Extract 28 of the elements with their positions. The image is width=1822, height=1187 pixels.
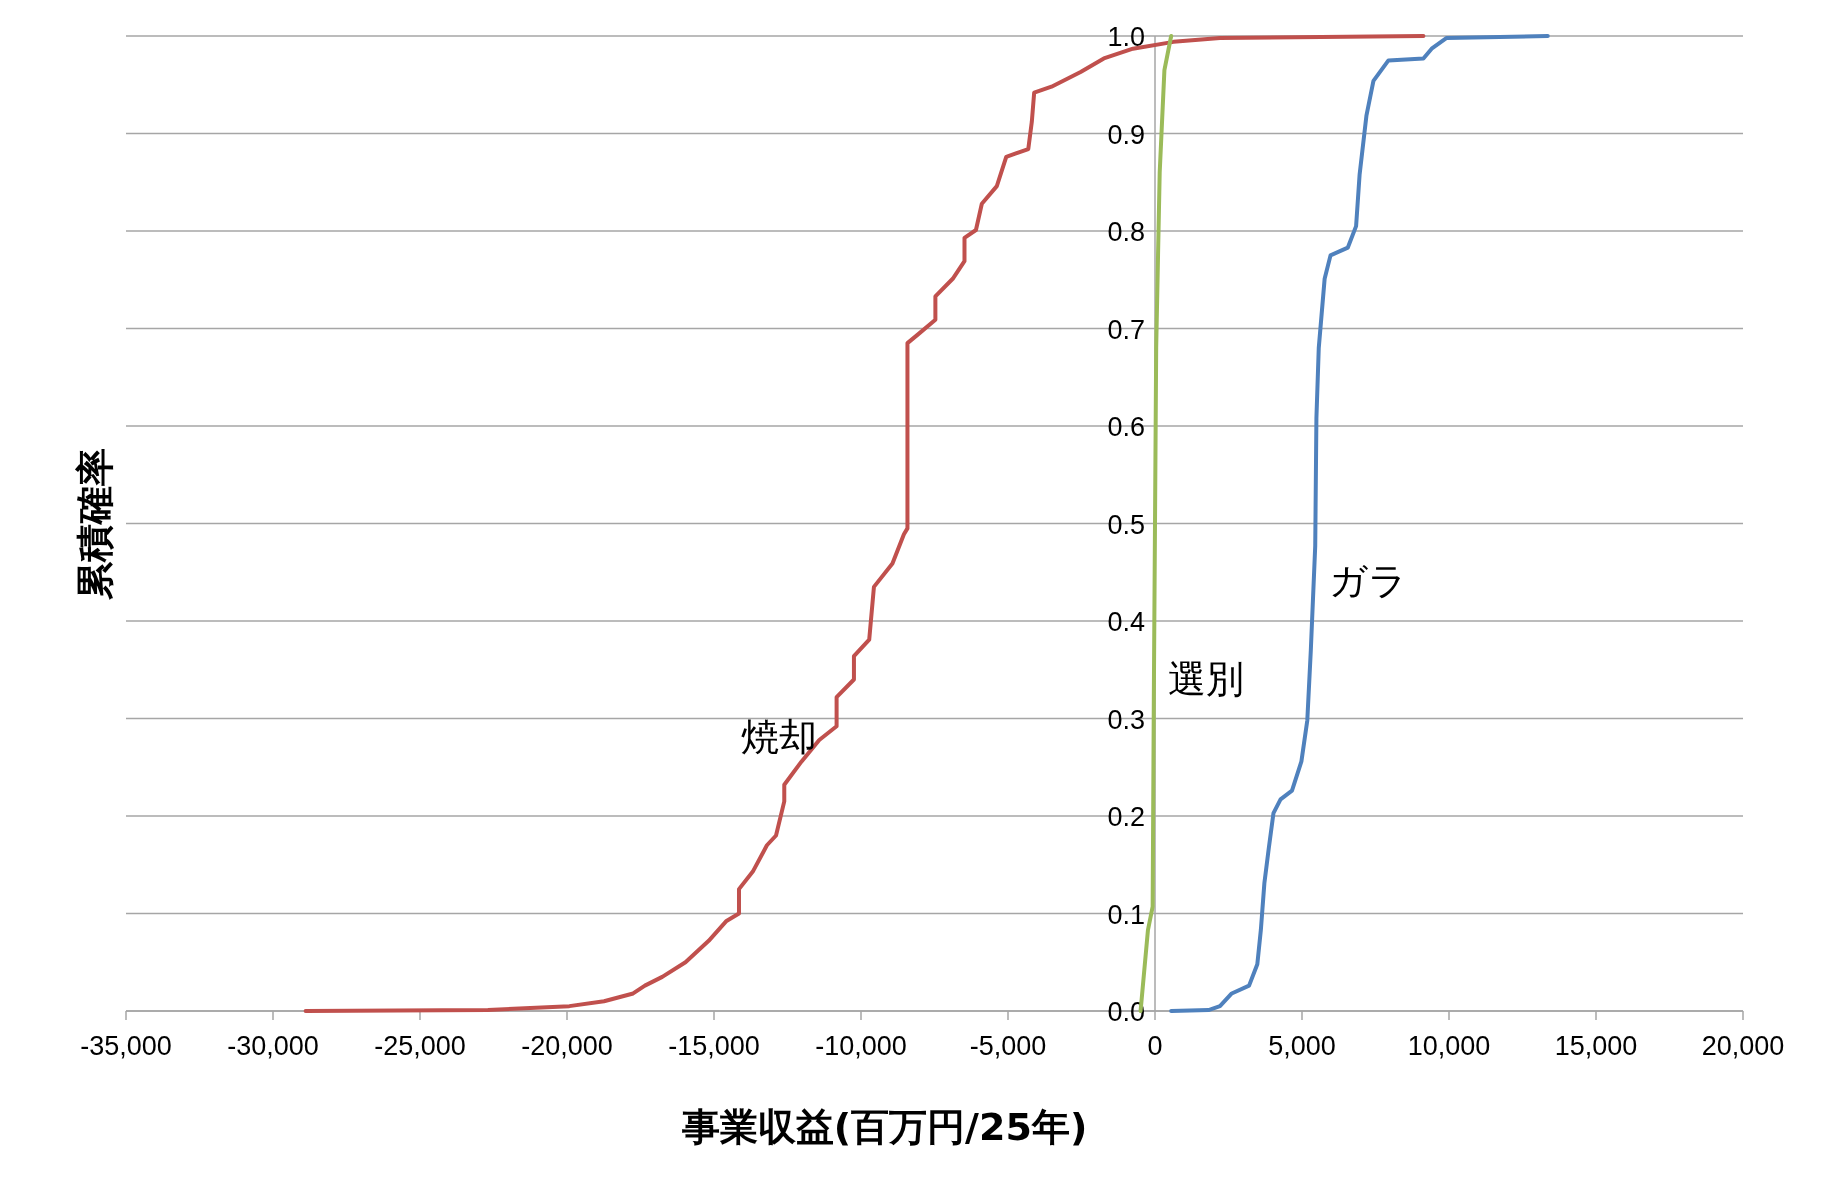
line-series <box>1169 34 1550 1013</box>
x-axis-title: 事業収益(百万円/25年) <box>680 1105 1088 1149</box>
y-tick-label: 0.7 <box>1107 314 1145 345</box>
x-tick-label: 20,000 <box>1701 1031 1785 1061</box>
y-tick-label: 0.1 <box>1107 899 1145 930</box>
y-tick-label: 0.6 <box>1107 412 1145 442</box>
x-tick-label: -35,000 <box>80 1031 172 1061</box>
y-tick-label: 0.2 <box>1107 802 1145 832</box>
x-tick-label: 0 <box>1147 1031 1163 1061</box>
x-tick-label: -5,000 <box>969 1031 1047 1061</box>
series-label: 選別 <box>1168 656 1245 701</box>
y-tick-label: 0.9 <box>1107 119 1145 150</box>
x-tick-label: 5,000 <box>1268 1031 1336 1061</box>
y-tick-label: 0.3 <box>1107 704 1145 735</box>
y-axis-title: 累積確率 <box>73 447 117 600</box>
y-tick-label: 0.4 <box>1107 607 1145 637</box>
series-label: 焼却 <box>740 715 817 759</box>
x-tick-label: -15,000 <box>668 1031 760 1061</box>
x-tick-label: -10,000 <box>815 1031 907 1061</box>
y-tick-label: 0.8 <box>1107 217 1145 247</box>
x-tick-label: -20,000 <box>521 1031 613 1061</box>
x-tick-label: -30,000 <box>227 1031 319 1061</box>
x-tick-label: -25,000 <box>374 1031 466 1061</box>
x-tick-label: 10,000 <box>1407 1031 1491 1061</box>
series-label: ガラ <box>1329 559 1408 603</box>
y-tick-label: 1.0 <box>1107 22 1145 52</box>
y-tick-label: 0.5 <box>1107 509 1145 540</box>
x-tick-label: 15,000 <box>1554 1031 1638 1061</box>
